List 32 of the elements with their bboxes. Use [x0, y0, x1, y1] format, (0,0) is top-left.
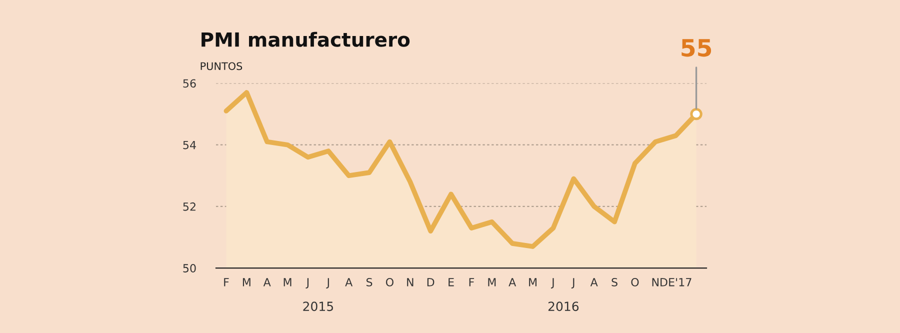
x-tick-label: F	[224, 278, 229, 286]
annotation: 55	[682, 39, 712, 57]
y-axis-title: PUNTOS	[200, 62, 242, 70]
x-tick-label: J	[306, 278, 309, 288]
chart-title: PMI manufacturero	[202, 32, 410, 47]
x-tick-label: A	[345, 278, 353, 286]
x-tick-label: A	[508, 278, 516, 286]
x-tick-label: E	[448, 278, 454, 286]
x-tick-label: J	[551, 278, 554, 288]
y-tick-label: 56	[183, 79, 196, 88]
x-tick-label: O	[631, 278, 639, 286]
x-tick-label: F	[469, 278, 474, 286]
x-tick-label: N	[407, 278, 414, 286]
x-tick-label: A	[263, 278, 271, 286]
y-tick-label: 54	[183, 140, 196, 150]
y-tick-label: 52	[183, 202, 196, 211]
x-tick-label: A	[590, 278, 598, 286]
x-tick-label: S	[612, 278, 618, 286]
text: 2016	[548, 302, 579, 312]
x-tick-label: J	[571, 278, 574, 288]
text: 2015	[303, 302, 333, 312]
x-tick-label: N	[652, 278, 658, 286]
x-tick-label: DE'17	[660, 278, 692, 286]
x-tick-label: D	[427, 278, 434, 286]
y-tick-label: 50	[183, 264, 196, 272]
x-tick-label: O	[386, 278, 394, 286]
x-tick-label: M	[488, 278, 496, 286]
x-tick-label: M	[529, 278, 536, 286]
x-tick-label: M	[242, 278, 250, 286]
x-tick-label: M	[284, 278, 292, 286]
x-tick-label: S	[366, 278, 372, 286]
x-tick-label: J	[326, 278, 329, 288]
